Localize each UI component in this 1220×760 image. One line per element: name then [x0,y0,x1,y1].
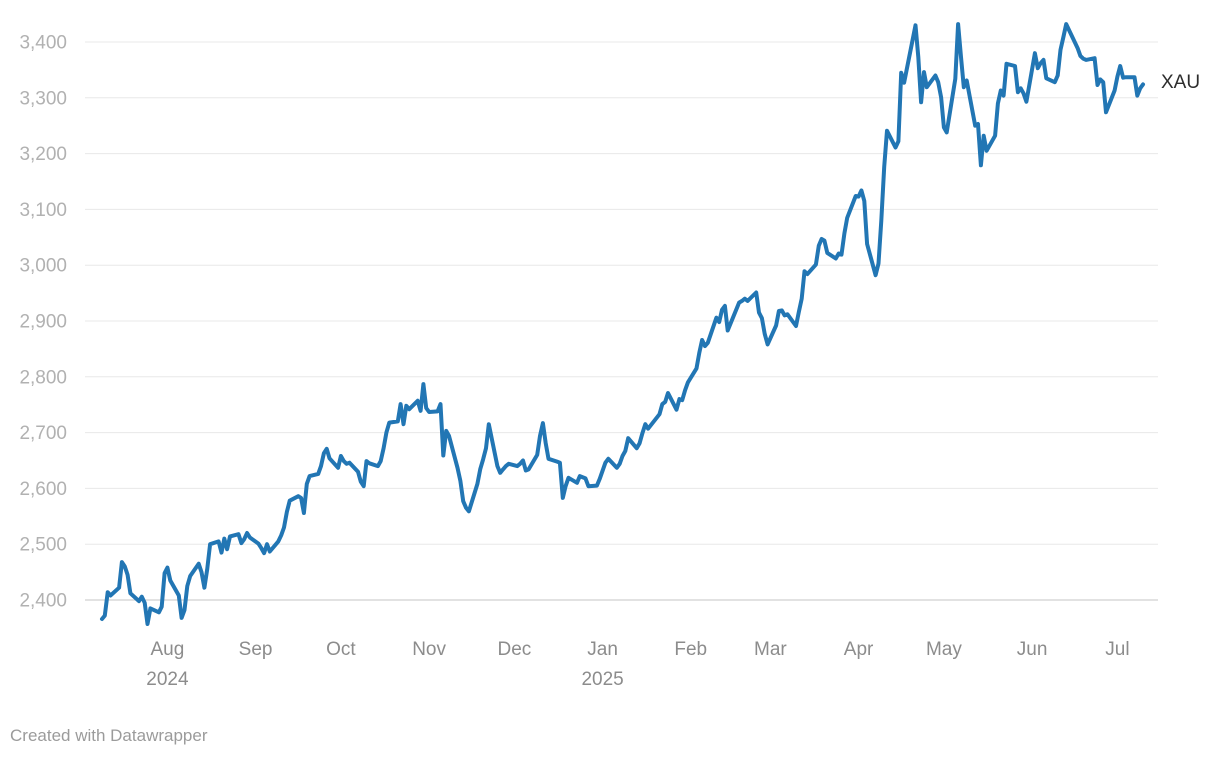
x-axis-year-label: 2025 [581,669,623,690]
datawrapper-credit: Created with Datawrapper [10,726,208,745]
x-axis-month-label: Mar [754,639,787,660]
x-axis-year-label: 2024 [146,669,189,690]
y-axis-tick-label: 3,100 [19,200,67,221]
price-chart: 2,400 2,500 2,600 2,700 2,800 2,900 3,000 3,100… [19,22,1200,690]
y-axis-tick-label: 2,400 [19,591,67,612]
y-axis-tick-label: 2,500 [19,535,67,556]
y-axis-tick-label: 2,600 [19,479,67,500]
x-axis-month-label: Jan [587,639,618,660]
x-axis-month-label: Jun [1017,639,1048,660]
y-axis-tick-label: 2,900 [19,312,67,333]
x-axis-month-label: Apr [844,639,874,660]
y-axis-tick-label: 3,300 [19,88,67,109]
y-axis-tick-label: 3,200 [19,144,67,165]
y-axis-tick-label: 2,800 [19,367,67,388]
x-axis-month-label: Dec [498,639,532,660]
x-axis-month-label: May [926,639,962,660]
x-axis-month-label: Oct [326,639,356,660]
y-axis-tick-label: 2,700 [19,423,67,444]
y-axis-tick-label: 3,400 [19,33,67,54]
x-axis-labels: Aug 2024 Sep Oct Nov Dec Jan 2025 Feb Mar Apr May Ju… [146,639,1129,690]
gridlines [85,41,1158,601]
x-axis-month-label: Aug [151,639,185,660]
y-axis-tick-label: 3,000 [19,256,67,277]
series-label-xau: XAU [1161,72,1200,93]
x-axis-month-label: Sep [239,639,273,660]
y-axis-labels: 2,400 2,500 2,600 2,700 2,800 2,900 3,000 3,100… [19,33,67,612]
x-axis-month-label: Feb [674,639,707,660]
x-axis-month-label: Jul [1105,639,1129,660]
x-axis-month-label: Nov [412,639,446,660]
xau-price-line [100,22,1145,626]
